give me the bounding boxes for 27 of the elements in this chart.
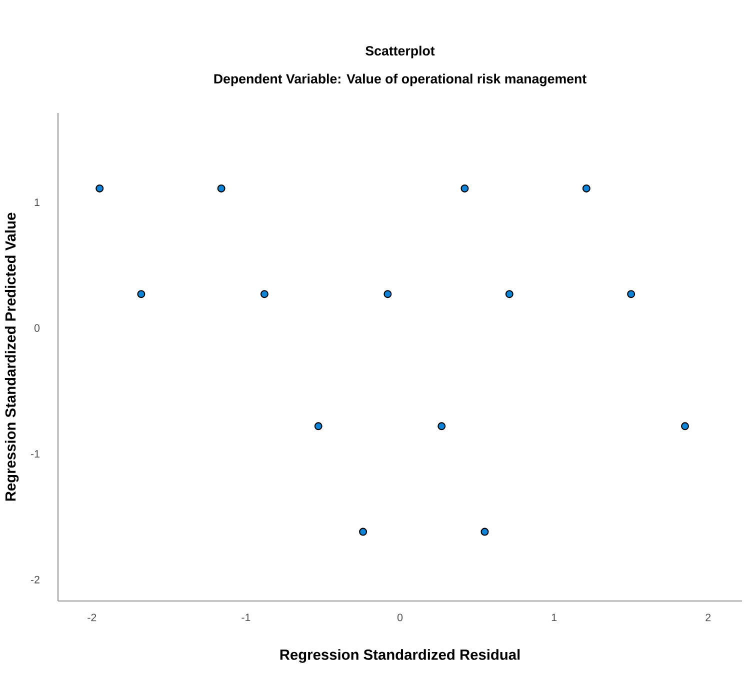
point (384, 290, 392, 298)
y-tick-label: -2 (30, 576, 40, 584)
x-tick-label: 1 (552, 614, 557, 622)
point (260, 290, 268, 298)
point (314, 422, 322, 430)
x-tick-label: -2 (88, 614, 96, 622)
chart-title: Scatterplot (366, 46, 435, 58)
point (582, 184, 590, 192)
x-tick-label: -1 (242, 614, 250, 622)
y-tick-label: -1 (30, 450, 40, 458)
point (96, 184, 104, 192)
x-tick-label: 2 (706, 614, 711, 622)
point (460, 184, 469, 192)
point (438, 422, 446, 430)
point (505, 290, 514, 298)
point (681, 422, 690, 430)
x-tick-label: 0 (397, 614, 403, 622)
point (627, 290, 636, 298)
chart-subtitle: Dependent Variable: Value of operational risk management (214, 74, 586, 86)
y-axis-title: Regression Standardized Predicted Value (4, 212, 19, 501)
point (217, 184, 226, 192)
point (480, 528, 489, 536)
x-axis-title: Regression Standardized Residual (280, 649, 520, 663)
point (137, 290, 146, 298)
point (359, 528, 368, 536)
y-tick-label: 0 (34, 324, 40, 332)
y-tick-label: 1 (34, 198, 40, 206)
